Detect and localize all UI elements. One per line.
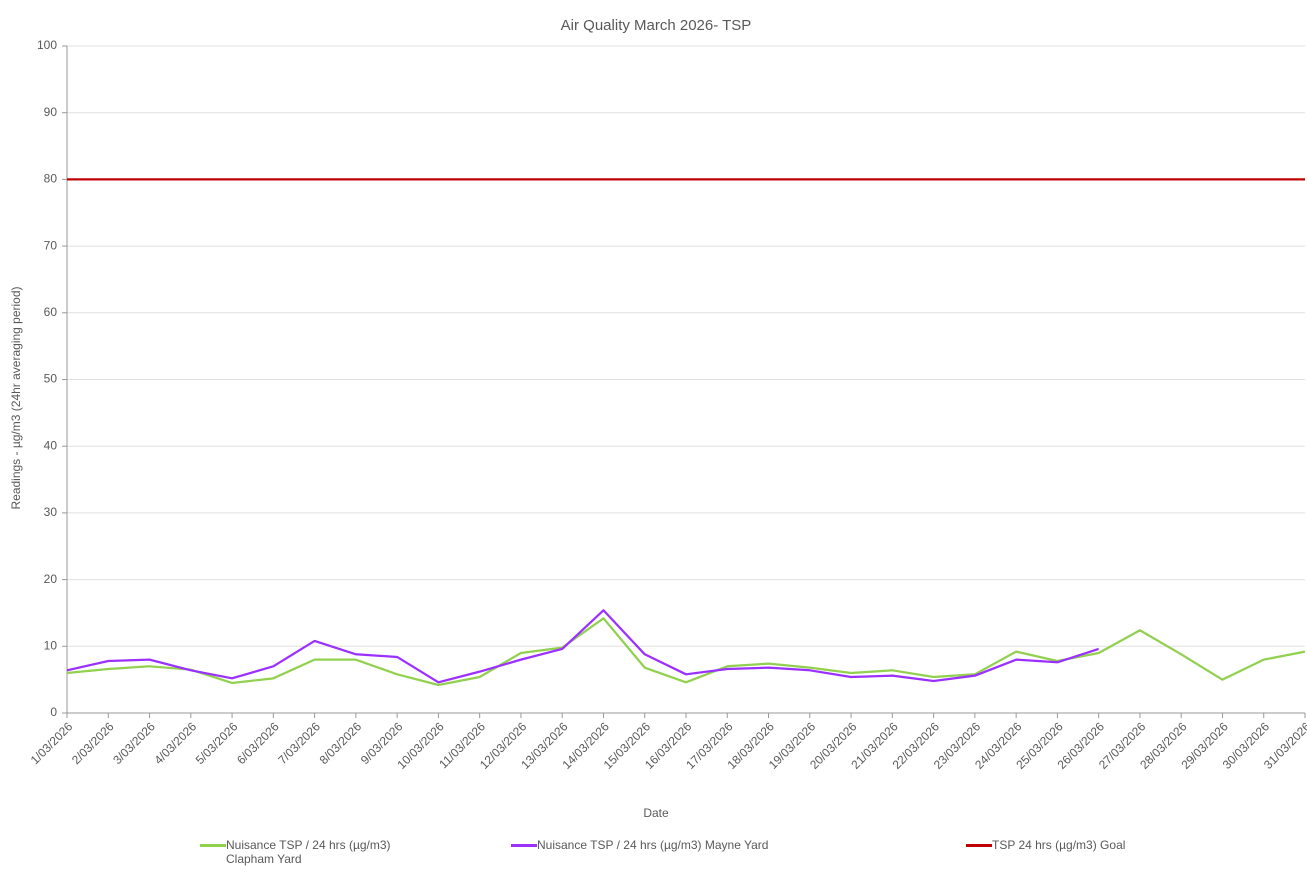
series-line: [66, 609, 1100, 684]
x-tick-label: 8/03/2026: [317, 719, 365, 767]
x-tick-label: 3/03/2026: [110, 719, 158, 767]
y-tick-label: 0: [50, 705, 57, 719]
legend-label: TSP 24 hrs (µg/m3) Goal: [992, 838, 1126, 852]
y-tick-label: 20: [44, 572, 58, 586]
y-tick-label: 50: [44, 372, 58, 386]
legend-label: Nuisance TSP / 24 hrs (µg/m3) Mayne Yard: [537, 838, 769, 852]
y-tick-label: 80: [44, 172, 58, 186]
x-tick-label: 6/03/2026: [234, 719, 282, 767]
chart-title: Air Quality March 2026- TSP: [561, 17, 752, 34]
legend-item: TSP 24 hrs (µg/m3) Goal: [966, 838, 1125, 852]
legend-swatch: [200, 844, 226, 847]
legend-swatch: [966, 844, 992, 847]
y-axis-label: Readings - µg/m3 (24hr averaging period): [9, 286, 23, 509]
legend-item: Nuisance TSP / 24 hrs (µg/m3) Mayne Yard: [511, 838, 768, 852]
x-tick-label: 1/03/2026: [28, 719, 76, 767]
legend-label: Nuisance TSP / 24 hrs (µg/m3) Clapham Ya…: [226, 838, 391, 866]
legend: Nuisance TSP / 24 hrs (µg/m3) Clapham Ya…: [0, 838, 1307, 868]
x-axis-label: Date: [643, 806, 669, 820]
y-tick-label: 100: [37, 38, 57, 52]
y-tick-label: 60: [44, 305, 58, 319]
x-tick-label: 4/03/2026: [152, 719, 200, 767]
x-tick-label: 5/03/2026: [193, 719, 241, 767]
series-line: [66, 617, 1306, 687]
y-tick-label: 70: [44, 238, 58, 252]
y-tick-label: 90: [44, 105, 58, 119]
legend-swatch: [511, 844, 537, 847]
x-tick-label: 7/03/2026: [275, 719, 323, 767]
y-tick-label: 30: [44, 505, 58, 519]
y-tick-label: 10: [44, 638, 58, 652]
x-tick-label: 2/03/2026: [69, 719, 117, 767]
legend-item: Nuisance TSP / 24 hrs (µg/m3) Clapham Ya…: [200, 838, 391, 866]
y-tick-label: 40: [44, 438, 58, 452]
